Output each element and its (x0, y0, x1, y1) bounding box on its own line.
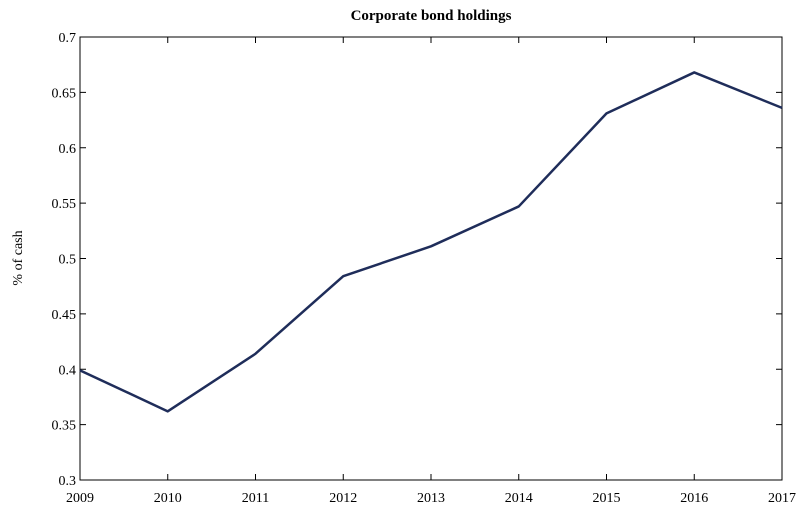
y-axis-label: % of cash (11, 230, 26, 285)
y-tick-label: 0.35 (52, 419, 77, 434)
x-tick-label: 2017 (768, 491, 796, 506)
x-tick-label: 2016 (680, 491, 708, 506)
plot-frame (79, 36, 783, 481)
y-tick-label: 0.3 (59, 474, 77, 489)
y-tick-label: 0.65 (52, 86, 77, 101)
y-tick-label: 0.6 (59, 142, 77, 157)
chart-title: Corporate bond holdings (351, 8, 512, 24)
x-tick-label: 2014 (505, 491, 533, 506)
data-line (79, 71, 783, 413)
y-tick-label: 0.45 (52, 308, 77, 323)
x-tick-label: 2009 (66, 491, 94, 506)
x-tick-label: 2011 (242, 491, 269, 506)
x-tick-label: 2015 (593, 491, 621, 506)
y-tick-label: 0.7 (59, 31, 77, 46)
x-tick-label: 2010 (154, 491, 182, 506)
y-tick-label: 0.4 (59, 363, 77, 378)
y-tick-label: 0.5 (59, 253, 77, 268)
x-tick-label: 2012 (329, 491, 357, 506)
x-tick-label: 2013 (417, 491, 445, 506)
y-tick-label: 0.55 (52, 197, 77, 212)
